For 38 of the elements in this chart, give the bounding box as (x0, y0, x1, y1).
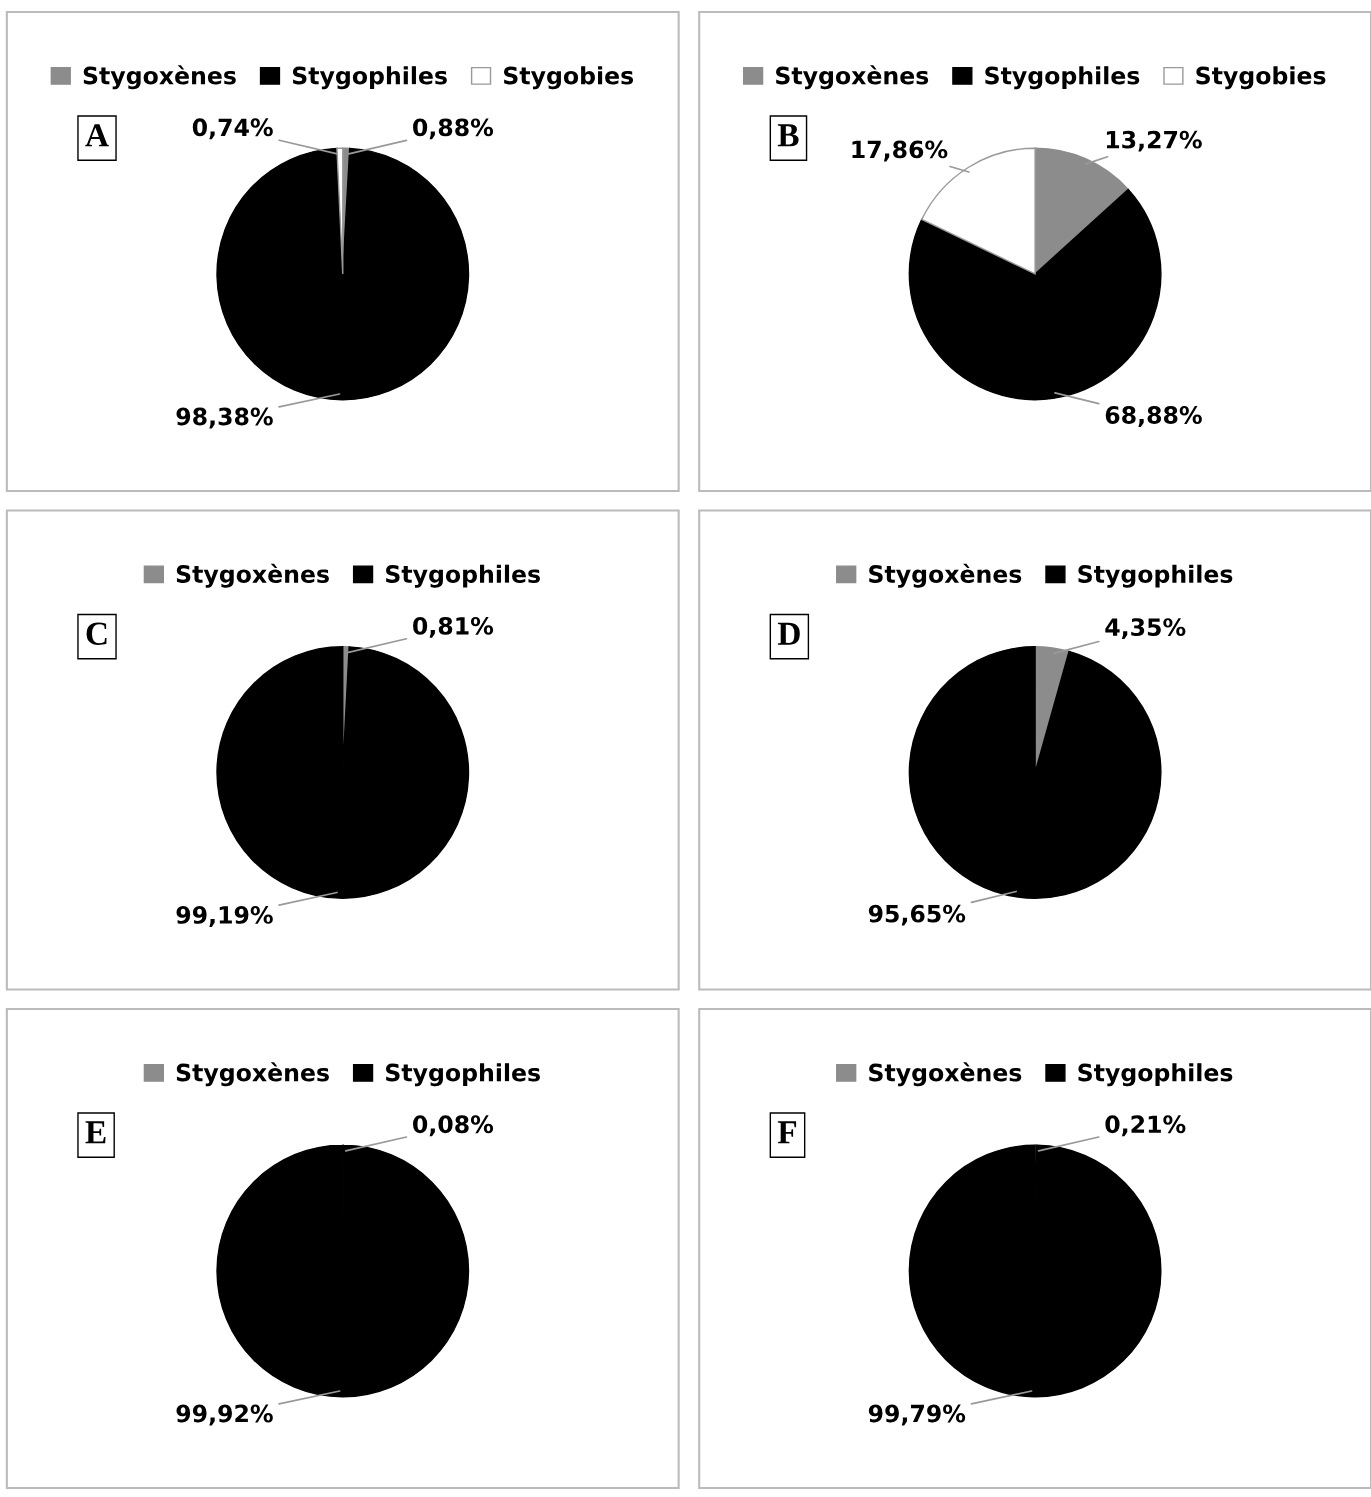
text: B (777, 124, 799, 147)
pie-slice (908, 646, 1162, 899)
legend-label: Stygoxènes (176, 563, 329, 588)
data-label: 0,88% (413, 118, 494, 140)
text: C (86, 622, 107, 646)
text: F (777, 1121, 797, 1144)
data-label: 95,65% (868, 904, 966, 926)
data-label: 99,92% (176, 1404, 273, 1426)
legend-label: Stygoxènes (869, 563, 1022, 588)
legend-label: Stygoxènes (83, 65, 236, 90)
pie-slice (216, 147, 470, 401)
data-label: 0,08% (413, 1115, 494, 1137)
data-label: 4,35% (1105, 618, 1186, 640)
legend-label: Stygophiles (386, 1063, 540, 1087)
legend-label: Stygophiles (1078, 564, 1233, 588)
legend-label: Stygophiles (1078, 1063, 1233, 1087)
data-label: 13,27% (1106, 130, 1202, 152)
legend-label: Stygobies (504, 66, 634, 90)
legend-label: Stygophiles (985, 66, 1140, 90)
text: A (85, 124, 109, 147)
legend-label: Stygophiles (386, 564, 540, 588)
pie-slice (216, 646, 470, 899)
legend-label: Stygoxènes (176, 1062, 329, 1087)
legend-label: Stygoxènes (776, 65, 929, 90)
data-label: 17,86% (852, 140, 948, 162)
data-label: 0,74% (192, 118, 273, 140)
data-label: 68,88% (1105, 406, 1202, 427)
text: D (777, 622, 800, 645)
legend-label: Stygoxènes (869, 1062, 1022, 1087)
pie-slice (908, 188, 1162, 401)
data-label: 0,21% (1105, 1115, 1186, 1137)
data-label: 98,38% (176, 407, 273, 429)
data-label: 99,79% (868, 1404, 966, 1426)
text: E (85, 1121, 106, 1144)
data-label: 0,81% (413, 616, 494, 638)
legend-label: Stygophiles (292, 66, 447, 90)
legend-label: Stygobies (1196, 66, 1326, 90)
data-label: 99,19% (176, 906, 273, 927)
